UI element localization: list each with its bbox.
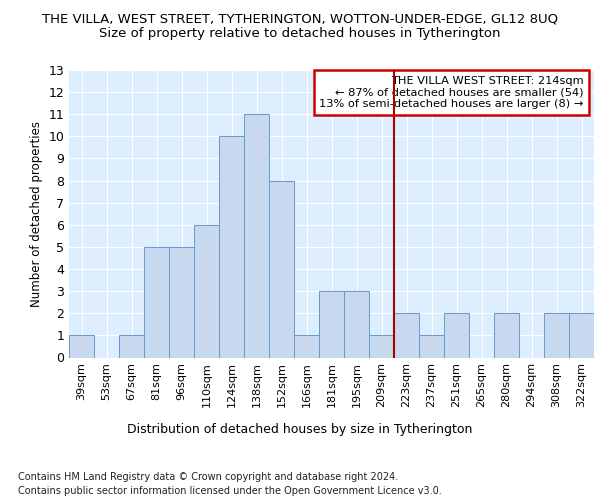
Bar — [344, 291, 369, 358]
Text: Contains public sector information licensed under the Open Government Licence v3: Contains public sector information licen… — [18, 486, 442, 496]
Bar — [419, 336, 444, 357]
Text: Size of property relative to detached houses in Tytherington: Size of property relative to detached ho… — [99, 28, 501, 40]
Bar — [494, 314, 519, 358]
Bar — [544, 314, 569, 358]
Text: Distribution of detached houses by size in Tytherington: Distribution of detached houses by size … — [127, 422, 473, 436]
Text: THE VILLA, WEST STREET, TYTHERINGTON, WOTTON-UNDER-EDGE, GL12 8UQ: THE VILLA, WEST STREET, TYTHERINGTON, WO… — [42, 12, 558, 26]
Bar — [369, 336, 394, 357]
Bar — [294, 336, 319, 357]
Bar — [444, 314, 469, 358]
Bar — [169, 247, 194, 358]
Bar — [219, 136, 244, 358]
Bar — [269, 180, 294, 358]
Text: Contains HM Land Registry data © Crown copyright and database right 2024.: Contains HM Land Registry data © Crown c… — [18, 472, 398, 482]
Bar — [119, 336, 144, 357]
Bar — [319, 291, 344, 358]
Bar — [569, 314, 594, 358]
Y-axis label: Number of detached properties: Number of detached properties — [30, 120, 43, 306]
Text: THE VILLA WEST STREET: 214sqm
← 87% of detached houses are smaller (54)
13% of s: THE VILLA WEST STREET: 214sqm ← 87% of d… — [319, 76, 583, 109]
Bar — [144, 247, 169, 358]
Bar — [244, 114, 269, 358]
Bar — [194, 225, 219, 358]
Bar — [394, 314, 419, 358]
Bar — [69, 336, 94, 357]
